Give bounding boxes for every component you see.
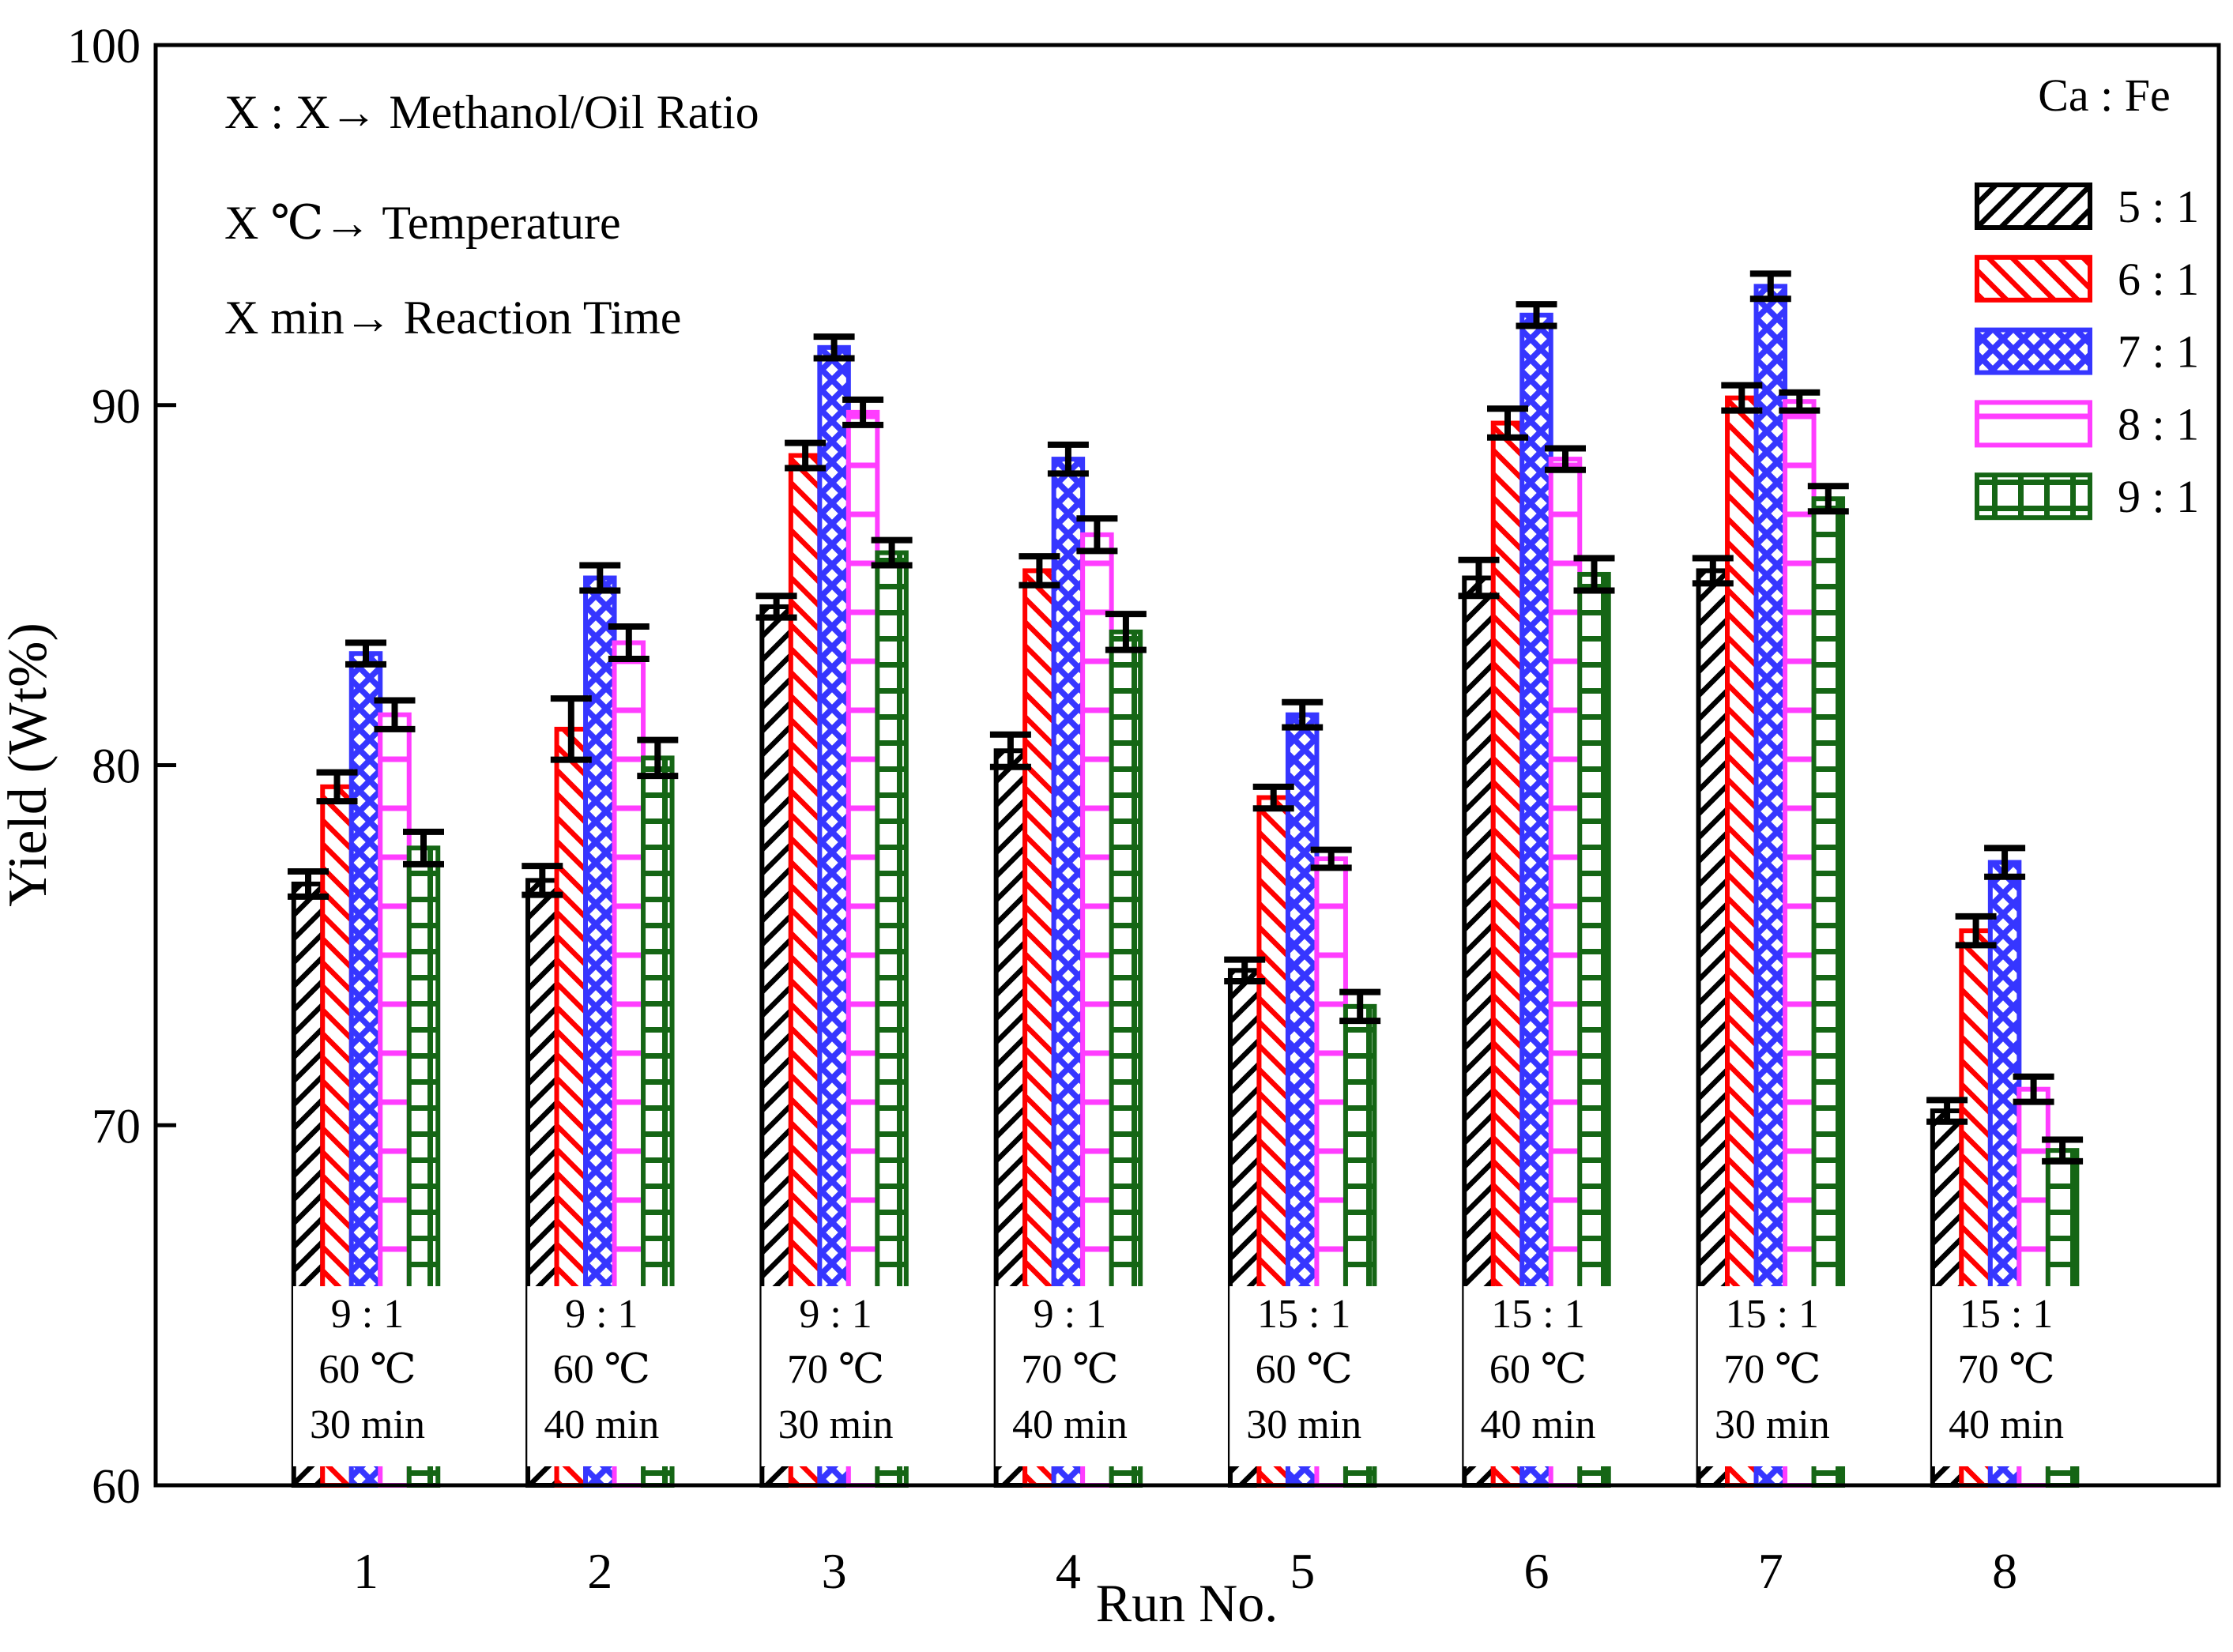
x-axis-title: Run No. [1096, 1573, 1278, 1633]
y-tick-label-100: 100 [67, 20, 141, 73]
legend-swatch-7:1 [1975, 327, 2092, 375]
condition-line-run3-0: 9 : 1 [799, 1292, 872, 1337]
condition-line-run8-0: 15 : 1 [1960, 1292, 2053, 1337]
annotation-methanol-oil-ratio: X : X→ Methanol/Oil Ratio [224, 86, 759, 138]
condition-box-run4 [995, 1286, 1147, 1466]
condition-line-run6-2: 40 min [1481, 1402, 1596, 1447]
y-tick-label-70: 70 [92, 1100, 141, 1153]
condition-line-run5-0: 15 : 1 [1257, 1292, 1350, 1337]
y-tick-label-90: 90 [92, 380, 141, 434]
condition-line-run6-1: 60 ℃ [1489, 1347, 1587, 1392]
plot-frame [153, 43, 2221, 1488]
legend-label-8:1: 8 : 1 [2118, 398, 2199, 450]
condition-line-run3-1: 70 ℃ [787, 1347, 884, 1392]
legend-label-7:1: 7 : 1 [2118, 326, 2199, 378]
legend-swatch-5:1 [1975, 183, 2092, 230]
condition-boxes-layer: 9 : 1 60 ℃ 30 min 9 : 1 60 ℃ 40 min 9 : 1 70 ℃ 3… [293, 1286, 2084, 1466]
annotation-temperature: X ℃→ Temperature [224, 197, 621, 249]
legend-title: Ca : Fe [2038, 70, 2171, 121]
legend-label-6:1: 6 : 1 [2118, 254, 2199, 305]
condition-line-run7-2: 30 min [1715, 1402, 1830, 1447]
condition-line-run5-1: 60 ℃ [1256, 1347, 1353, 1392]
x-tick-label-2: 2 [587, 1543, 612, 1599]
annotation-reaction-time: X min→ Reaction Time [224, 292, 681, 344]
legend-swatch-6:1 [1975, 254, 2092, 303]
condition-box-run2 [527, 1286, 680, 1466]
x-tick-label-1: 1 [353, 1543, 378, 1599]
x-tick-labels: 1 2 3 4 5 6 7 8 [353, 1543, 2017, 1599]
y-tick-labels: 60 70 80 90 100 [67, 20, 141, 1514]
x-tick-label-8: 8 [1992, 1543, 2017, 1599]
legend: Ca : Fe 5 : 1 6 : 1 7 : 1 8 : 1 9 : 1 [1975, 70, 2199, 522]
condition-line-run8-2: 40 min [1949, 1402, 2064, 1447]
condition-line-run4-2: 40 min [1012, 1402, 1128, 1447]
y-tick-label-60: 60 [92, 1460, 141, 1514]
condition-line-run8-1: 70 ℃ [1958, 1347, 2055, 1392]
error-bars-layer [288, 270, 2084, 1165]
condition-line-run5-2: 30 min [1246, 1402, 1361, 1447]
condition-line-run6-0: 15 : 1 [1491, 1292, 1584, 1337]
plot-border [153, 43, 2221, 1488]
condition-line-run7-1: 70 ℃ [1723, 1347, 1821, 1392]
x-tick-label-4: 4 [1056, 1543, 1081, 1599]
y-tick-label-80: 80 [92, 740, 141, 794]
legend-label-5:1: 5 : 1 [2118, 181, 2199, 232]
x-tick-label-3: 3 [822, 1543, 847, 1599]
legend-entries: 5 : 1 6 : 1 7 : 1 8 : 1 9 : 1 [1975, 181, 2199, 522]
condition-box-run6 [1463, 1286, 1616, 1466]
condition-box-run8 [1932, 1286, 2084, 1466]
condition-line-run7-0: 15 : 1 [1726, 1292, 1819, 1337]
condition-line-run4-1: 70 ℃ [1021, 1347, 1118, 1392]
legend-swatch-9:1 [1975, 472, 2092, 521]
condition-line-run4-0: 9 : 1 [1034, 1292, 1106, 1337]
condition-line-run2-1: 60 ℃ [553, 1347, 650, 1392]
x-tick-label-5: 5 [1290, 1543, 1315, 1599]
condition-box-run3 [761, 1286, 913, 1466]
legend-swatch-8:1 [1975, 400, 2092, 448]
condition-box-run1 [293, 1286, 445, 1466]
condition-box-run7 [1697, 1286, 1850, 1466]
condition-box-run5 [1229, 1286, 1382, 1466]
x-tick-label-6: 6 [1524, 1543, 1550, 1599]
condition-line-run2-2: 40 min [544, 1402, 659, 1447]
condition-line-run2-0: 9 : 1 [565, 1292, 638, 1337]
y-axis-title: Yield (Wt%) [0, 623, 58, 907]
condition-line-run1-1: 60 ℃ [318, 1347, 416, 1392]
legend-label-9:1: 9 : 1 [2118, 471, 2199, 522]
condition-line-run3-2: 30 min [778, 1402, 894, 1447]
x-tick-label-7: 7 [1758, 1543, 1783, 1599]
condition-line-run1-0: 9 : 1 [331, 1292, 404, 1337]
condition-line-run1-2: 30 min [310, 1402, 425, 1447]
